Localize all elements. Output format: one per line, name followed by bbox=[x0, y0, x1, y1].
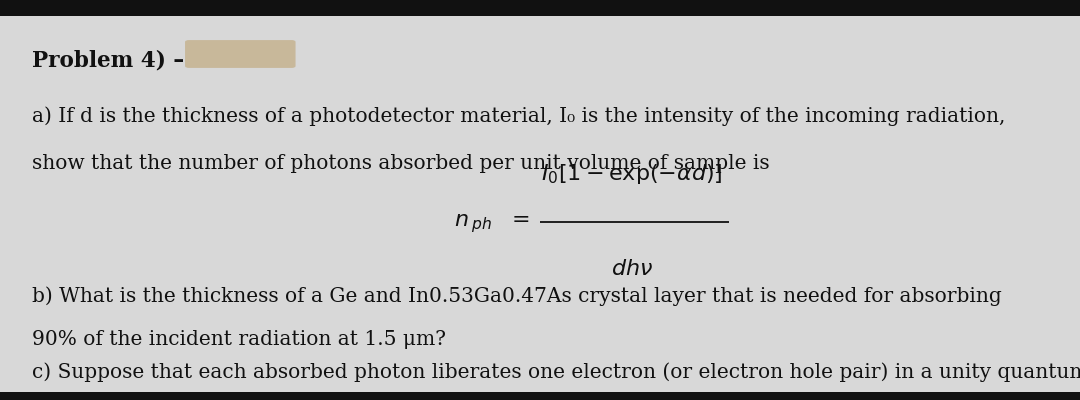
Text: show that the number of photons absorbed per unit volume of sample is: show that the number of photons absorbed… bbox=[32, 154, 770, 173]
Text: Problem 4) –: Problem 4) – bbox=[32, 50, 192, 72]
Text: b) What is the thickness of a Ge and In0.53Ga0.47As crystal layer that is needed: b) What is the thickness of a Ge and In0… bbox=[32, 286, 1002, 306]
Text: $n\,_{ph}\ \ =$: $n\,_{ph}\ \ =$ bbox=[454, 213, 529, 235]
Text: $I_0[1-\exp(-\alpha d)]$: $I_0[1-\exp(-\alpha d)]$ bbox=[541, 162, 723, 186]
Text: 90% of the incident radiation at 1.5 μm?: 90% of the incident radiation at 1.5 μm? bbox=[32, 330, 446, 349]
Text: $dh\nu$: $dh\nu$ bbox=[611, 258, 652, 280]
Text: c) Suppose that each absorbed photon liberates one electron (or electron hole pa: c) Suppose that each absorbed photon lib… bbox=[32, 363, 1080, 382]
Text: a) If d is the thickness of a photodetector material, I₀ is the intensity of the: a) If d is the thickness of a photodetec… bbox=[32, 106, 1005, 126]
Bar bbox=[0, 0, 1080, 16]
Bar bbox=[0, 392, 1080, 400]
FancyBboxPatch shape bbox=[186, 41, 295, 67]
